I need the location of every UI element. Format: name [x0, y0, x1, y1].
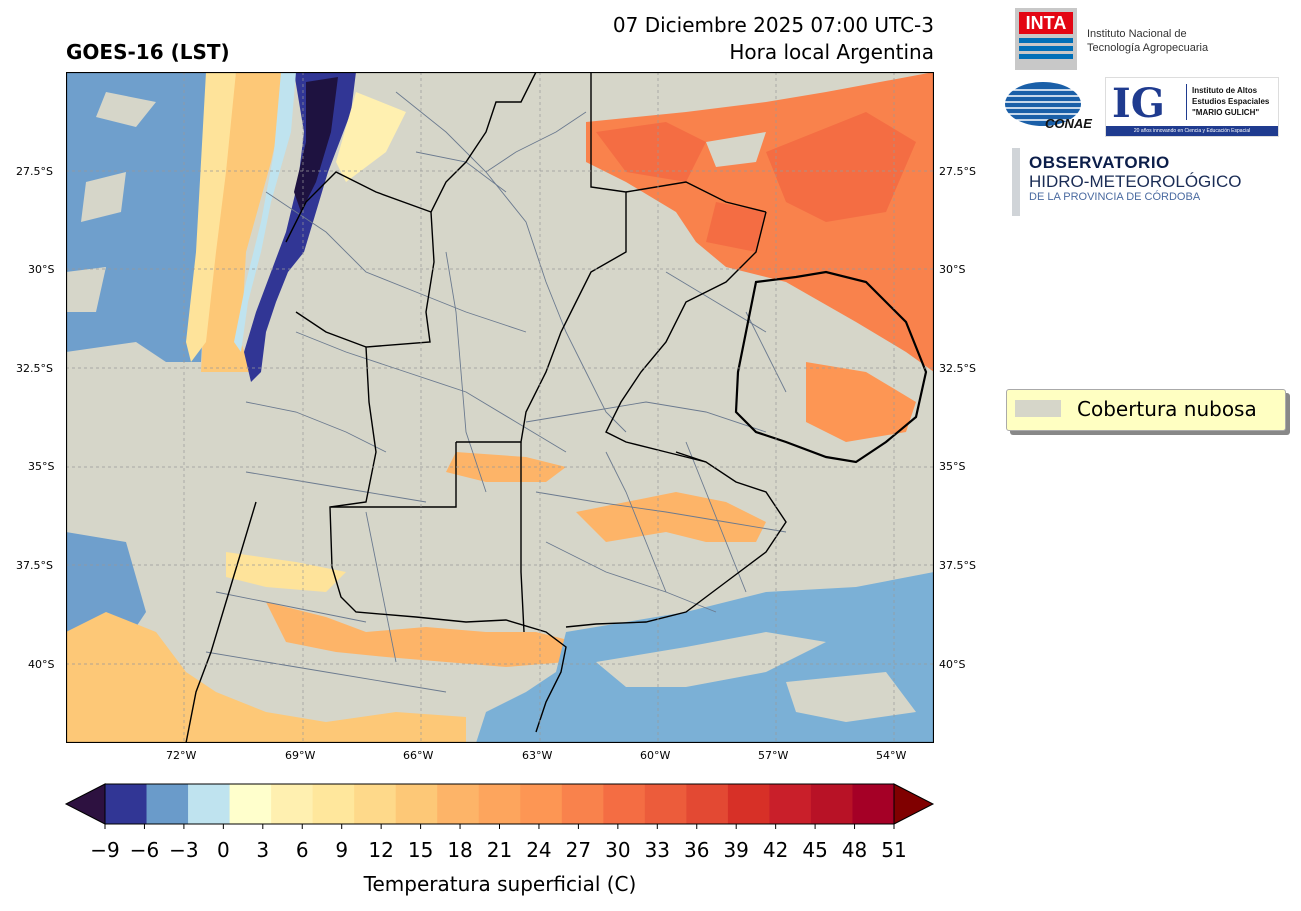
colorbar-cell: [478, 784, 521, 824]
observatorio-subtitle: HIDRO-METEOROLÓGICO: [1029, 172, 1242, 191]
lon-label: 54°W: [876, 749, 907, 762]
colorbar-cell: [852, 784, 895, 824]
observatorio-logo: OBSERVATORIO HIDRO-METEOROLÓGICO DE LA P…: [1029, 153, 1242, 203]
colorbar-cell: [727, 784, 770, 824]
colorbar-over-arrow: [893, 783, 935, 825]
colorbar-tick-label: 0: [216, 838, 230, 862]
colorbar-cell: [229, 784, 272, 824]
colorbar-cell: [188, 784, 231, 824]
lat-label-right: 32.5°S: [939, 362, 976, 375]
lat-label-right: 27.5°S: [939, 165, 976, 178]
lat-label-left: 37.5°S: [16, 559, 53, 572]
lat-label-left: 32.5°S: [16, 362, 53, 375]
colorbar-tick-label: 27: [565, 838, 592, 862]
colorbar-under-arrow: [64, 783, 106, 825]
colorbar-tick-label: 24: [526, 838, 552, 862]
colorbar-cell: [686, 784, 729, 824]
colorbar-tick-label: 12: [368, 838, 394, 862]
temperature-map: [66, 72, 934, 743]
colorbar-tick-label: 3: [256, 838, 270, 862]
colorbar-cell: [603, 784, 646, 824]
lon-label: 66°W: [403, 749, 434, 762]
colorbar-cell: [561, 784, 604, 824]
colorbar-tick-label: 51: [881, 838, 907, 862]
colorbar-tick-label: 42: [762, 838, 789, 862]
lat-label-right: 37.5°S: [939, 559, 976, 572]
andes-cold-area: [244, 72, 356, 382]
ig-name: Instituto de Altos Estudios Espaciales "…: [1192, 85, 1269, 118]
colorbar-cell: [769, 784, 812, 824]
lon-label: 69°W: [285, 749, 316, 762]
lat-label-left: 40°S: [28, 658, 55, 671]
colorbar-tick-label: 45: [802, 838, 828, 862]
lat-label-left: 35°S: [28, 460, 55, 473]
ig-footer: 20 años innovando en Ciencia y Educación…: [1106, 126, 1278, 136]
colorbar-cell: [395, 784, 438, 824]
product-title: GOES-16 (LST): [66, 40, 230, 64]
colorbar-tick-label: 39: [723, 838, 749, 862]
lat-label-left: 30°S: [28, 263, 55, 276]
datetime-text: 07 Diciembre 2025 07:00 UTC-3: [612, 13, 934, 37]
colorbar-tick-label: 18: [447, 838, 473, 862]
colorbar-cell: [520, 784, 563, 824]
colorbar-cell: [105, 784, 148, 824]
ig-mark: IG: [1112, 80, 1165, 127]
local-time-text: Hora local Argentina: [729, 40, 934, 64]
datetime-title: 07 Diciembre 2025 07:00 UTC-3 Hora local…: [500, 12, 934, 66]
inta-name-line: Tecnología Agropecuaria: [1087, 42, 1209, 54]
lat-label-right: 40°S: [939, 658, 966, 671]
colorbar-tick-label: 15: [407, 838, 434, 862]
colorbar-tick-label: −9: [90, 838, 120, 862]
ig-logo: IG Instituto de Altos Estudios Espaciale…: [1105, 77, 1279, 137]
colorbar-cell: [354, 784, 397, 824]
lon-label: 72°W: [166, 749, 197, 762]
colorbar-tick-label: 33: [644, 838, 671, 862]
province-boundaries: [185, 72, 928, 743]
colorbar-tick-label: 9: [335, 838, 349, 862]
observatorio-province: DE LA PROVINCIA DE CÓRDOBA: [1029, 191, 1201, 203]
conae-text: CONAE: [1045, 116, 1092, 131]
lat-label-left: 27.5°S: [16, 165, 53, 178]
graticule: [66, 72, 934, 743]
department-boundaries: [205, 91, 787, 693]
colorbar-cells: [105, 784, 895, 824]
colorbar-tick-label: −3: [169, 838, 199, 862]
lon-label: 57°W: [758, 749, 789, 762]
ig-name-line: Instituto de Altos: [1192, 86, 1258, 95]
colorbar-tick-label: 6: [295, 838, 309, 862]
colorbar-tick-label: −6: [129, 838, 160, 862]
colorbar-tick-label: 36: [684, 838, 710, 862]
inta-name: Instituto Nacional de Tecnología Agropec…: [1087, 27, 1208, 55]
cloud-legend-swatch: [1015, 400, 1061, 417]
cloud-legend: Cobertura nubosa: [1006, 389, 1286, 431]
colorbar-cell: [644, 784, 687, 824]
lon-label: 63°W: [522, 749, 553, 762]
colorbar-cell: [146, 784, 189, 824]
colorbar-cell: [312, 784, 355, 824]
colorbar-tick-label: 48: [841, 838, 868, 862]
inta-logo: INTA: [1015, 8, 1077, 70]
observatorio-title: OBSERVATORIO: [1029, 153, 1170, 172]
colorbar-label: Temperatura superficial (C): [363, 872, 637, 896]
lat-label-right: 35°S: [939, 460, 966, 473]
conae-globe-icon: [1005, 82, 1081, 126]
lat-label-right: 30°S: [939, 263, 966, 276]
colorbar-cell: [437, 784, 480, 824]
observatorio-bar: [1012, 148, 1020, 216]
ig-name-line: Estudios Espaciales: [1192, 97, 1270, 106]
colorbar-cell: [271, 784, 314, 824]
colorbar-tick-label: 21: [486, 838, 513, 862]
temperature-colorbar: [64, 783, 935, 829]
cloud-legend-label: Cobertura nubosa: [1077, 397, 1257, 421]
colorbar-cell: [810, 784, 853, 824]
lon-label: 60°W: [640, 749, 671, 762]
colorbar-tick-label: 30: [605, 838, 631, 862]
inta-name-line: Instituto Nacional de: [1087, 28, 1187, 40]
ig-name-line: "MARIO GULICH": [1192, 108, 1260, 117]
conae-logo: CONAE: [1005, 80, 1092, 132]
inta-mark: INTA: [1019, 12, 1073, 34]
map-frame: [66, 72, 934, 743]
